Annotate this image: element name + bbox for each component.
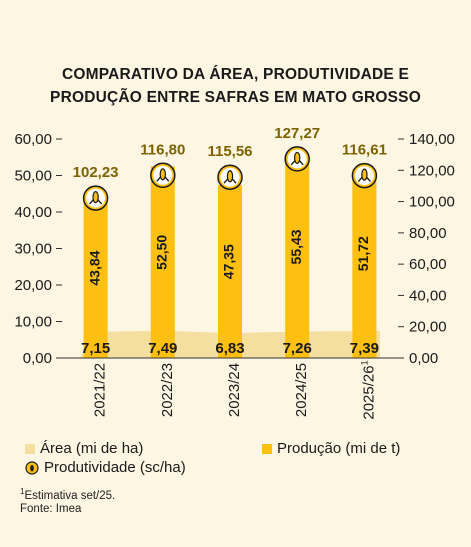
category-label: 2024/25 [293,363,310,417]
y-left-tick-label: 40,00 [14,204,52,221]
y-right-tick-label: 100,00 [409,194,455,211]
productivity-value-label: 116,61 [342,142,387,159]
area-value-label: 6,83 [215,340,244,357]
y-left-tick-label: 60,00 [14,131,52,148]
y-left-tick-label: 50,00 [14,168,52,185]
production-value-label: 55,43 [288,229,304,264]
production-bar [83,197,108,358]
production-value-label: 43,84 [86,250,102,285]
productivity-value-label: 116,80 [140,141,185,158]
y-right-tick-label: 20,00 [409,319,447,336]
y-right-tick-label: 60,00 [409,256,447,273]
legend-swatch-area [25,443,35,454]
y-left-tick-label: 10,00 [14,314,52,331]
production-bar [218,185,242,358]
productivity-marker [217,164,243,190]
y-right-tick-label: 80,00 [409,225,447,242]
area-value-label: 7,49 [148,340,177,357]
source-note: Fonte: Imea [20,503,82,515]
production-bar [352,169,377,358]
productivity-marker [150,162,176,189]
y-left-tick-label: 30,00 [14,241,52,258]
category-footnote-mark: 1 [360,360,370,365]
productivity-marker [284,146,310,172]
category-label: 2022/23 [159,363,176,417]
legend-swatch-production [262,443,272,454]
corn-cob [92,190,99,204]
y-right-tick-label: 140,00 [409,131,455,148]
productivity-marker [82,185,109,211]
y-right-tick-label: 0,00 [409,350,438,367]
production-value-label: 51,72 [355,236,371,271]
footnote-text: Estimativa set/25. [24,489,116,502]
legend-item-productivity: Produtividade (sc/ha) [25,459,186,476]
category-label: 2021/22 [92,363,109,417]
production-bar [285,155,310,358]
area-value-label: 7,15 [81,340,110,357]
corn-cob [361,168,368,181]
area-value-label: 7,39 [350,340,379,357]
category-label: 2023/24 [226,363,243,417]
legend-label-productivity: Produtividade (sc/ha) [44,459,186,476]
corn-cob [294,151,301,165]
chart-title-line1: COMPARATIVO DA ÁREA, PRODUTIVIDADE E [61,66,410,83]
y-right-tick-label: 40,00 [409,287,447,304]
y-right-tick-label: 120,00 [409,162,455,179]
category-label: 2025/261 [360,360,378,419]
y-left-tick-label: 20,00 [14,277,52,294]
footnote: 1Estimativa set/25. [20,487,115,502]
production-value-label: 52,50 [154,235,170,270]
productivity-marker [351,162,378,189]
corn-cob [226,170,234,183]
legend-item-area: Área (mi de ha) [25,440,143,457]
productivity-value-label: 102,23 [73,164,119,181]
area-value-label: 7,26 [283,340,312,357]
legend-item-production: Produção (mi de t) [262,440,400,457]
productivity-icon [25,460,39,475]
production-value-label: 47,35 [221,244,237,279]
production-bar [150,166,175,358]
legend-label-production: Produção (mi de t) [277,440,401,457]
footnote-mark: 1 [20,487,25,496]
chart-title-line2: PRODUÇÃO ENTRE SAFRAS EM MATO GROSSO [50,89,421,106]
y-left-tick-label: 0,00 [23,350,52,367]
productivity-value-label: 115,56 [207,143,252,160]
corn-cob [159,168,166,181]
productivity-value-label: 127,27 [274,125,320,142]
legend-label-area: Área (mi de ha) [40,440,144,457]
